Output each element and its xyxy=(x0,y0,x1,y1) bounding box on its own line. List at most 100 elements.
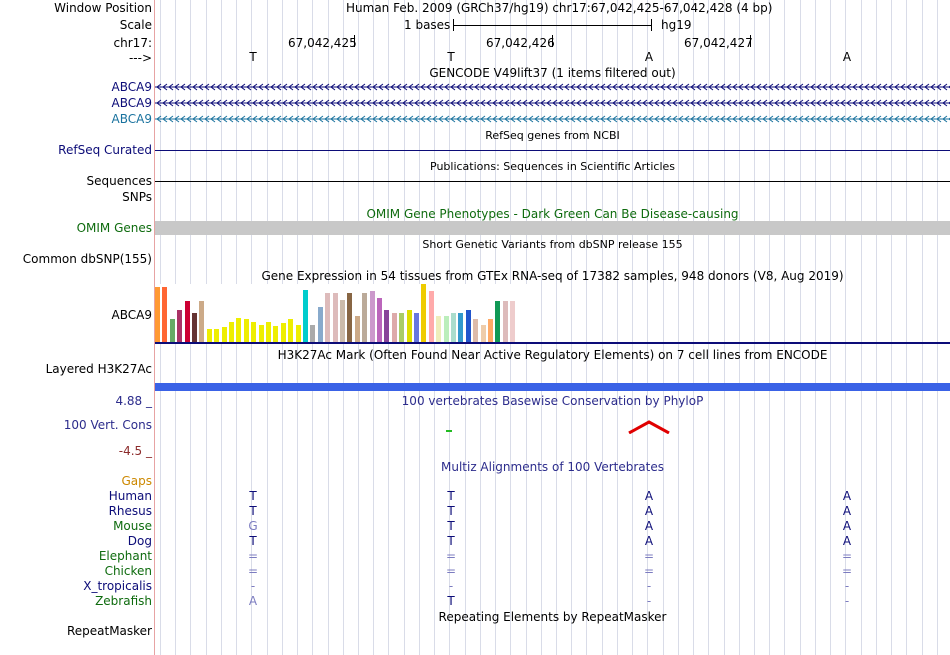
strand-chevron xyxy=(270,115,276,123)
strand-chevron xyxy=(474,99,480,107)
gtex-tissue-bar[interactable] xyxy=(170,319,175,342)
gtex-tissue-bar[interactable] xyxy=(451,313,456,342)
strand-chevron xyxy=(540,99,546,107)
gtex-gene-line[interactable] xyxy=(155,342,950,344)
snps-track-label[interactable]: SNPs xyxy=(122,190,152,204)
gencode-gene-line[interactable] xyxy=(155,114,950,124)
gtex-tissue-bar[interactable] xyxy=(444,316,449,342)
h3k27ac-signal[interactable] xyxy=(155,383,950,391)
gtex-tissue-bar[interactable] xyxy=(429,291,434,342)
gtex-tissue-bar[interactable] xyxy=(207,329,212,342)
multiz-track-title[interactable]: Multiz Alignments of 100 Vertebrates xyxy=(440,460,665,474)
strand-chevron xyxy=(336,115,342,123)
gtex-tissue-bar[interactable] xyxy=(510,301,515,342)
strand-chevron xyxy=(846,99,852,107)
gtex-tissue-bar[interactable] xyxy=(251,322,256,342)
gtex-tissue-bar[interactable] xyxy=(185,301,190,342)
gtex-tissue-bar[interactable] xyxy=(259,325,264,342)
gtex-tissue-bar[interactable] xyxy=(162,287,167,342)
strand-chevron xyxy=(708,83,714,91)
gencode-gene-line[interactable] xyxy=(155,98,950,108)
gtex-tissue-bar[interactable] xyxy=(458,313,463,342)
publications-track-label[interactable]: Sequences xyxy=(86,174,152,188)
gtex-tissue-bar[interactable] xyxy=(370,291,375,342)
gtex-track-label[interactable]: ABCA9 xyxy=(111,308,152,322)
h3k27ac-track-label[interactable]: Layered H3K27Ac xyxy=(45,362,152,376)
gtex-tissue-bar[interactable] xyxy=(473,319,478,342)
gtex-tissue-bar[interactable] xyxy=(296,325,301,342)
gtex-tissue-bar[interactable] xyxy=(303,290,308,342)
species-label[interactable]: Mouse xyxy=(113,519,152,533)
species-label[interactable]: Elephant xyxy=(98,549,152,563)
gencode-gene-line[interactable] xyxy=(155,82,950,92)
repeatmasker-track-label[interactable]: RepeatMasker xyxy=(66,624,152,638)
gtex-expression-chart[interactable] xyxy=(155,284,535,342)
gtex-tissue-bar[interactable] xyxy=(384,310,389,342)
dbsnp-track-title[interactable]: Short Genetic Variants from dbSNP releas… xyxy=(422,238,683,251)
gtex-tissue-bar[interactable] xyxy=(436,316,441,342)
gtex-tissue-bar[interactable] xyxy=(310,325,315,342)
gtex-tissue-bar[interactable] xyxy=(481,325,486,342)
strand-chevron xyxy=(504,83,510,91)
gtex-tissue-bar[interactable] xyxy=(362,293,367,342)
gtex-tissue-bar[interactable] xyxy=(325,293,330,342)
gtex-tissue-bar[interactable] xyxy=(318,307,323,342)
strand-chevron xyxy=(294,83,300,91)
gtex-tissue-bar[interactable] xyxy=(347,293,352,342)
gtex-tissue-bar[interactable] xyxy=(503,301,508,342)
gtex-tissue-bar[interactable] xyxy=(340,300,345,342)
strand-chevron xyxy=(222,115,228,123)
dbsnp-track-label[interactable]: Common dbSNP(155) xyxy=(22,252,152,266)
gtex-tissue-bar[interactable] xyxy=(414,313,419,342)
multiz-gaps-label[interactable]: Gaps xyxy=(121,474,152,488)
phylop-track-title[interactable]: 100 vertebrates Basewise Conservation by… xyxy=(401,394,704,408)
refseq-gene-line[interactable] xyxy=(155,150,950,151)
gencode-gene-label[interactable]: ABCA9 xyxy=(111,80,152,94)
gtex-track-title[interactable]: Gene Expression in 54 tissues from GTEx … xyxy=(261,269,844,283)
species-label[interactable]: X_tropicalis xyxy=(83,579,152,593)
gtex-tissue-bar[interactable] xyxy=(266,322,271,342)
gencode-track-title[interactable]: GENCODE V49lift37 (1 items filtered out) xyxy=(429,66,676,80)
gencode-gene-label[interactable]: ABCA9 xyxy=(111,112,152,126)
species-label[interactable]: Zebrafish xyxy=(95,594,152,608)
gtex-tissue-bar[interactable] xyxy=(488,319,493,342)
gtex-tissue-bar[interactable] xyxy=(333,293,338,342)
repeatmasker-track-title[interactable]: Repeating Elements by RepeatMasker xyxy=(438,610,667,624)
gtex-tissue-bar[interactable] xyxy=(421,284,426,342)
grid-line xyxy=(845,0,846,655)
gtex-tissue-bar[interactable] xyxy=(222,327,227,342)
gtex-tissue-bar[interactable] xyxy=(214,329,219,342)
gtex-tissue-bar[interactable] xyxy=(466,310,471,342)
gtex-tissue-bar[interactable] xyxy=(236,318,241,342)
omim-track-title[interactable]: OMIM Gene Phenotypes - Dark Green Can Be… xyxy=(366,207,739,221)
publications-line[interactable] xyxy=(155,181,950,182)
phylop-track-label[interactable]: 100 Vert. Cons xyxy=(63,418,152,432)
gtex-tissue-bar[interactable] xyxy=(288,319,293,342)
gtex-tissue-bar[interactable] xyxy=(407,310,412,342)
gtex-tissue-bar[interactable] xyxy=(392,313,397,342)
species-label[interactable]: Human xyxy=(108,489,152,503)
species-label[interactable]: Chicken xyxy=(104,564,152,578)
gtex-tissue-bar[interactable] xyxy=(244,319,249,342)
species-label[interactable]: Dog xyxy=(127,534,152,548)
gtex-tissue-bar[interactable] xyxy=(399,313,404,342)
omim-feature-bar[interactable] xyxy=(155,221,950,235)
gtex-tissue-bar[interactable] xyxy=(495,301,500,342)
gtex-tissue-bar[interactable] xyxy=(377,298,382,342)
h3k27ac-track-title[interactable]: H3K27Ac Mark (Often Found Near Active Re… xyxy=(277,348,828,362)
gtex-tissue-bar[interactable] xyxy=(192,313,197,342)
refseq-track-title[interactable]: RefSeq genes from NCBI xyxy=(485,129,620,142)
omim-track-label[interactable]: OMIM Genes xyxy=(76,221,152,235)
gtex-tissue-bar[interactable] xyxy=(281,323,286,342)
gtex-tissue-bar[interactable] xyxy=(355,316,360,342)
gencode-gene-label[interactable]: ABCA9 xyxy=(111,96,152,110)
publications-track-title[interactable]: Publications: Sequences in Scientific Ar… xyxy=(430,160,675,173)
gtex-tissue-bar[interactable] xyxy=(199,301,204,342)
gtex-tissue-bar[interactable] xyxy=(155,287,160,342)
phylop-min-label: -4.5 _ xyxy=(118,444,152,458)
gtex-tissue-bar[interactable] xyxy=(273,326,278,342)
species-label[interactable]: Rhesus xyxy=(108,504,152,518)
gtex-tissue-bar[interactable] xyxy=(177,310,182,342)
refseq-track-label[interactable]: RefSeq Curated xyxy=(58,143,152,157)
gtex-tissue-bar[interactable] xyxy=(229,322,234,342)
